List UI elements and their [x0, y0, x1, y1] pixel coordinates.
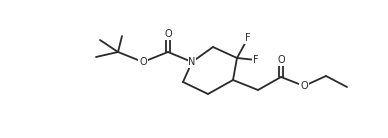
Text: O: O [139, 57, 147, 67]
Text: O: O [277, 55, 285, 65]
Text: F: F [253, 55, 259, 65]
Text: O: O [300, 81, 308, 91]
Text: O: O [164, 29, 172, 39]
Text: F: F [245, 33, 251, 43]
Text: N: N [188, 57, 196, 67]
